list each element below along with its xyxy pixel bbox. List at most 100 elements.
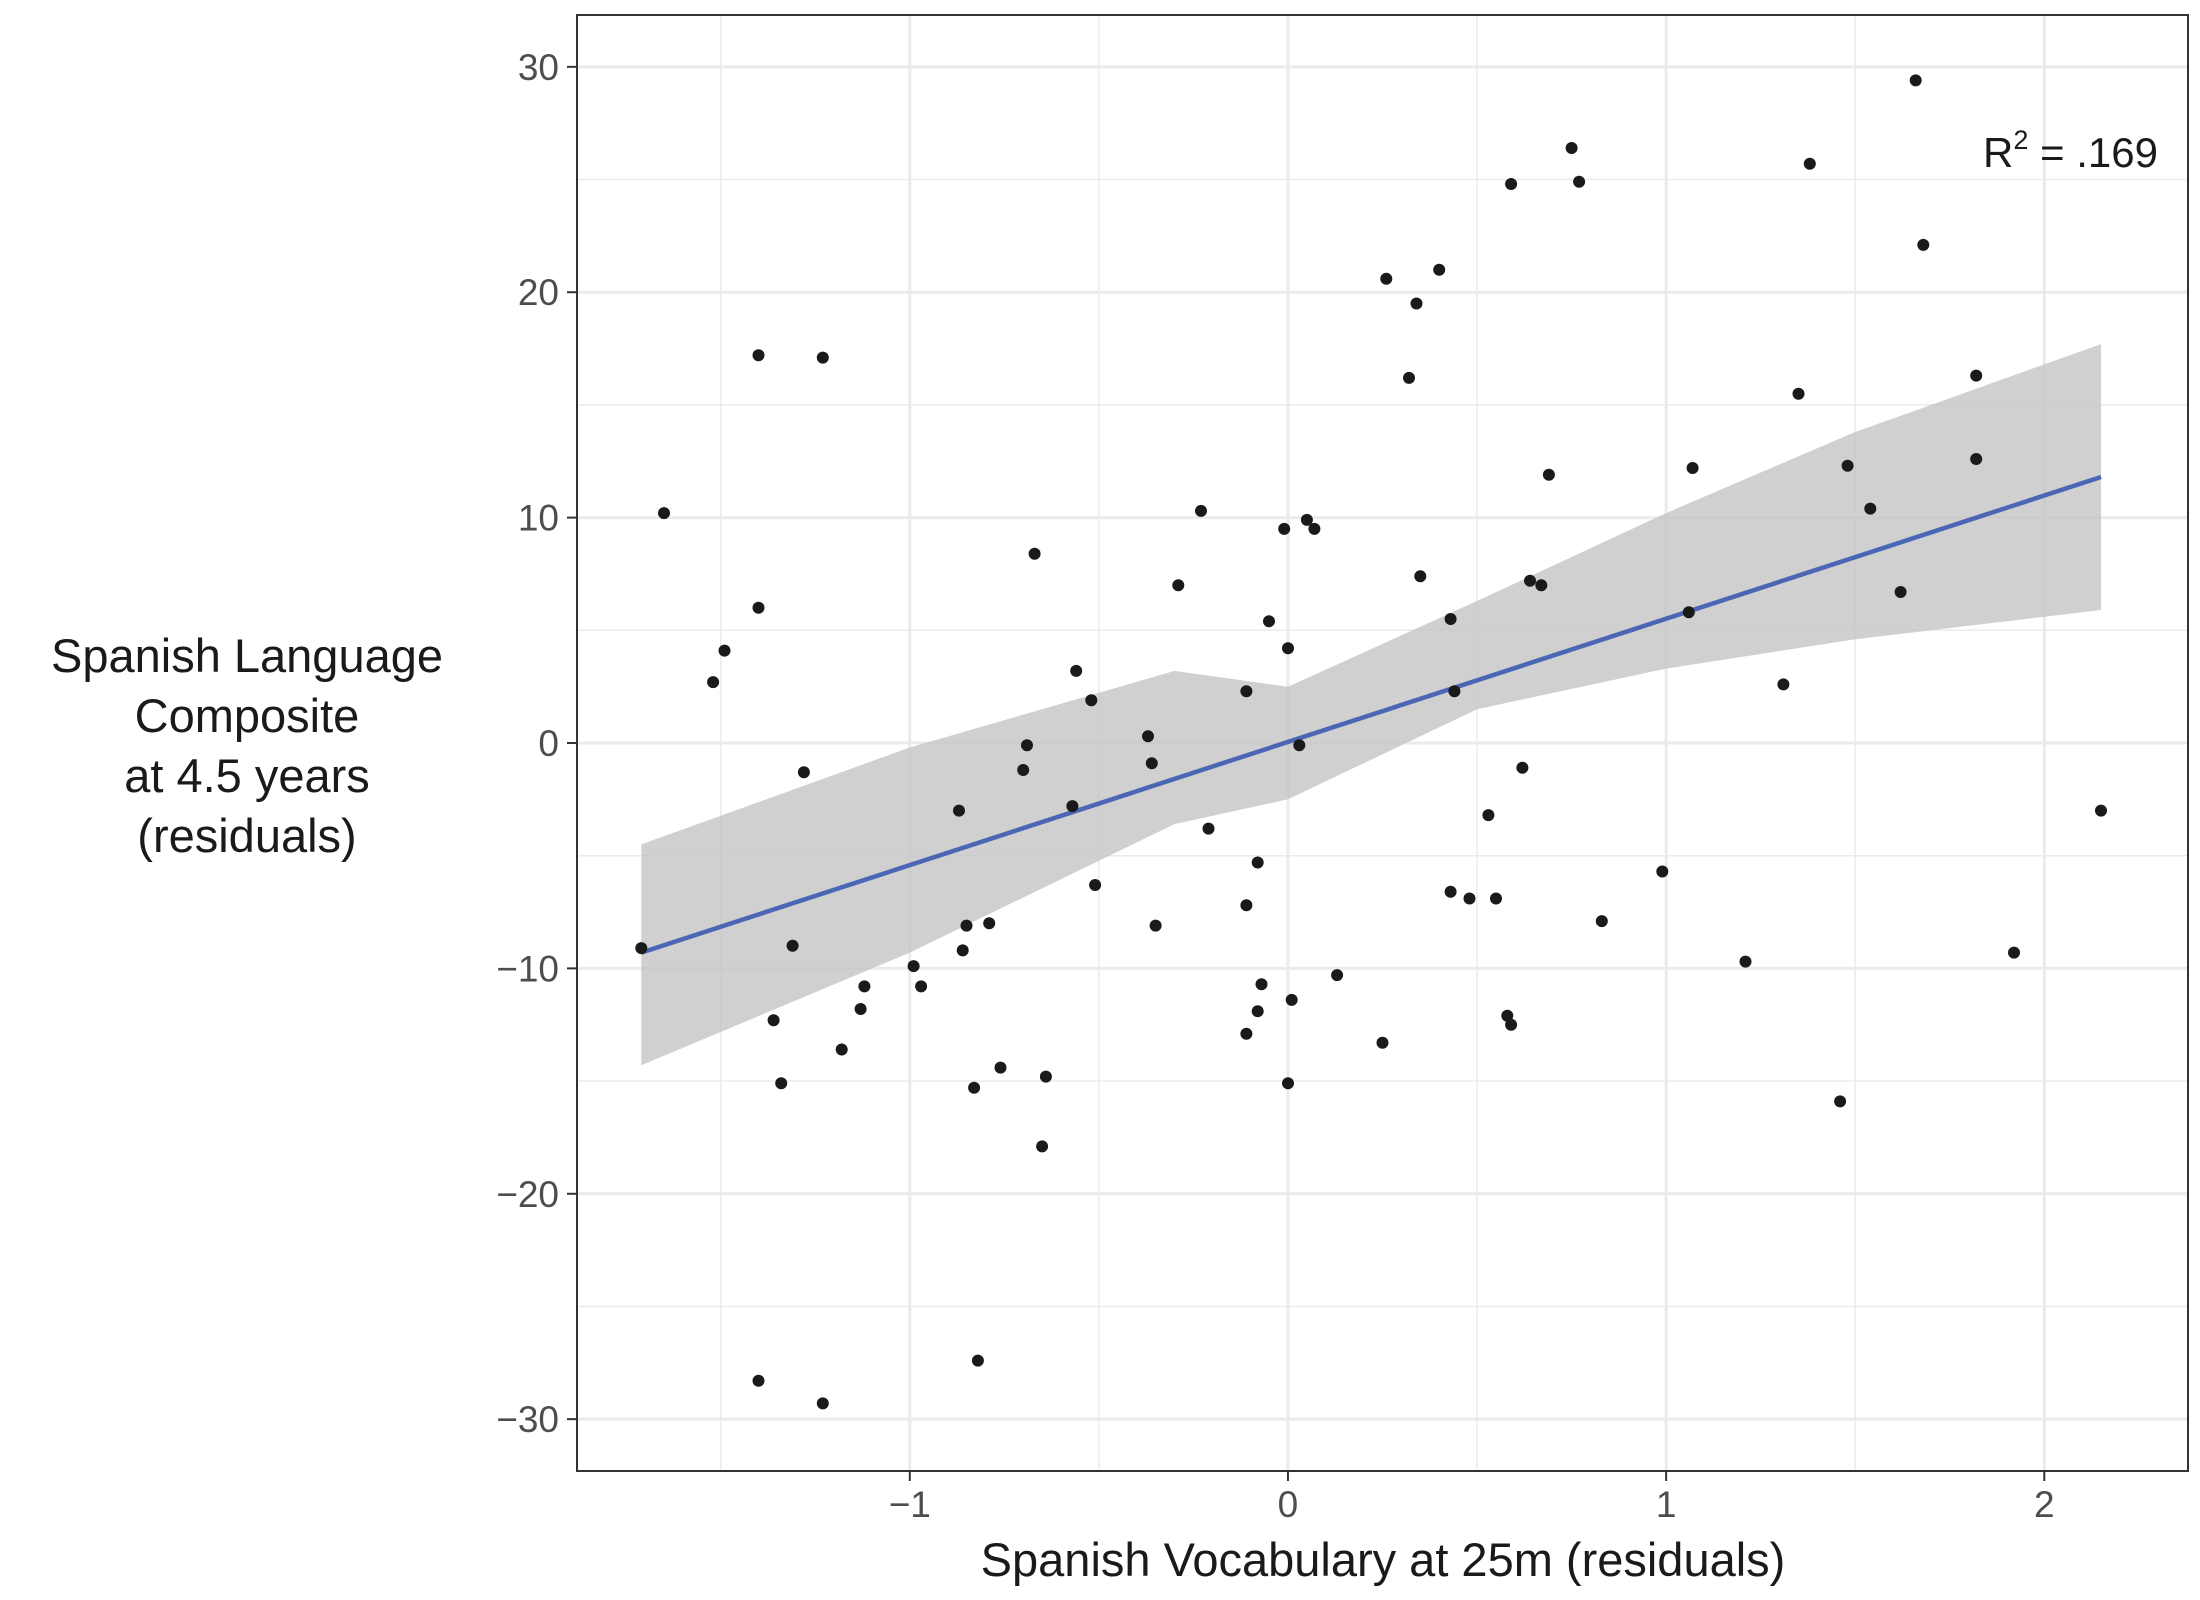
r-squared-annotation: R2 = .169 — [1983, 125, 2158, 176]
data-point — [1251, 856, 1264, 869]
data-point — [1028, 547, 1041, 560]
r-squared-value: = .169 — [2028, 129, 2158, 176]
x-tick-label: 2 — [2034, 1484, 2055, 1525]
data-point — [816, 1397, 829, 1410]
data-point — [1282, 1077, 1294, 1090]
data-point — [960, 919, 973, 932]
data-point — [1331, 969, 1344, 982]
data-point — [635, 942, 648, 955]
data-point — [1240, 899, 1253, 912]
data-point — [1841, 459, 1854, 472]
data-point — [1834, 1095, 1847, 1108]
data-point — [1917, 238, 1930, 251]
data-point — [1410, 297, 1423, 310]
data-point — [752, 1374, 765, 1387]
data-point — [1894, 586, 1907, 598]
data-point — [816, 351, 829, 364]
data-point — [658, 507, 670, 520]
data-point — [994, 1061, 1007, 1074]
data-point — [1251, 1005, 1264, 1018]
data-point — [1516, 761, 1529, 774]
data-point — [1656, 865, 1669, 878]
data-point — [956, 944, 969, 957]
data-point — [1970, 453, 1983, 465]
y-tick-label: 10 — [518, 498, 559, 539]
x-axis-ticks: −1 0 1 2 — [889, 1471, 2055, 1525]
data-point — [1414, 570, 1427, 583]
data-point — [1792, 387, 1805, 400]
data-point — [718, 644, 731, 657]
y-axis-title-line: Spanish Language — [51, 629, 443, 682]
y-axis-ticks: −30 −20 −10 0 10 20 30 — [496, 47, 577, 1440]
y-axis-title-line: at 4.5 years — [124, 749, 370, 802]
data-point — [1595, 915, 1608, 928]
y-tick-label: 30 — [518, 47, 559, 88]
data-point — [1240, 1027, 1253, 1040]
data-point — [1278, 522, 1291, 535]
data-point — [1255, 978, 1268, 991]
r-squared-superscript: 2 — [2013, 125, 2028, 155]
data-point — [1036, 1140, 1049, 1153]
data-point — [1300, 513, 1313, 526]
data-point — [797, 766, 810, 779]
data-point — [1535, 579, 1548, 592]
data-point — [1202, 822, 1215, 835]
data-point — [1501, 1009, 1514, 1022]
data-point — [1970, 369, 1983, 382]
data-point — [1066, 800, 1079, 813]
data-point — [1803, 157, 1816, 170]
y-tick-label: −30 — [496, 1399, 559, 1440]
data-point — [1085, 694, 1098, 707]
data-point — [1149, 919, 1162, 932]
data-point — [1293, 739, 1306, 752]
data-point — [1444, 613, 1457, 625]
data-point — [1195, 504, 1207, 517]
y-axis-title: Spanish Language Composite at 4.5 years (re… — [51, 629, 443, 862]
data-point — [1282, 642, 1294, 655]
data-point — [1240, 685, 1253, 698]
y-tick-label: 20 — [518, 272, 559, 313]
data-point — [915, 980, 928, 993]
data-point — [1505, 178, 1518, 190]
data-point — [1448, 685, 1461, 698]
data-point — [1524, 574, 1536, 587]
data-point — [1433, 263, 1446, 276]
data-point — [1482, 809, 1495, 822]
data-point — [854, 1003, 867, 1015]
data-point — [786, 939, 799, 952]
y-axis-title-line: (residuals) — [137, 809, 356, 862]
data-point — [2095, 804, 2107, 817]
data-point — [1376, 1036, 1389, 1049]
data-point — [1142, 730, 1154, 743]
data-point — [1017, 764, 1030, 776]
data-point — [767, 1014, 780, 1027]
data-point — [1380, 272, 1393, 285]
data-point — [1285, 993, 1298, 1006]
data-point — [1089, 879, 1102, 891]
regression-line — [640, 474, 2102, 955]
data-point — [1565, 142, 1578, 154]
data-point — [1864, 502, 1877, 515]
y-axis-title-line: Composite — [135, 689, 360, 742]
data-point — [1263, 615, 1275, 628]
y-tick-label: 0 — [538, 723, 559, 764]
data-point — [953, 804, 965, 817]
data-point — [1145, 757, 1158, 770]
data-points — [635, 74, 2107, 1410]
data-point — [1505, 1018, 1518, 1031]
x-tick-label: 1 — [1656, 1484, 1677, 1525]
data-point — [1573, 175, 1586, 188]
y-tick-label: −20 — [496, 1174, 559, 1215]
data-point — [707, 676, 720, 689]
x-tick-label: −1 — [889, 1484, 931, 1525]
data-point — [752, 349, 765, 362]
data-point — [775, 1077, 788, 1090]
data-point — [1463, 892, 1476, 905]
data-point — [971, 1354, 984, 1367]
r-squared-base: R — [1983, 129, 2013, 176]
x-axis-title: Spanish Vocabulary at 25m (residuals) — [981, 1533, 1786, 1586]
data-point — [1777, 678, 1790, 691]
data-point — [1308, 522, 1321, 535]
y-tick-label: −10 — [496, 948, 559, 989]
data-point — [1739, 955, 1752, 968]
